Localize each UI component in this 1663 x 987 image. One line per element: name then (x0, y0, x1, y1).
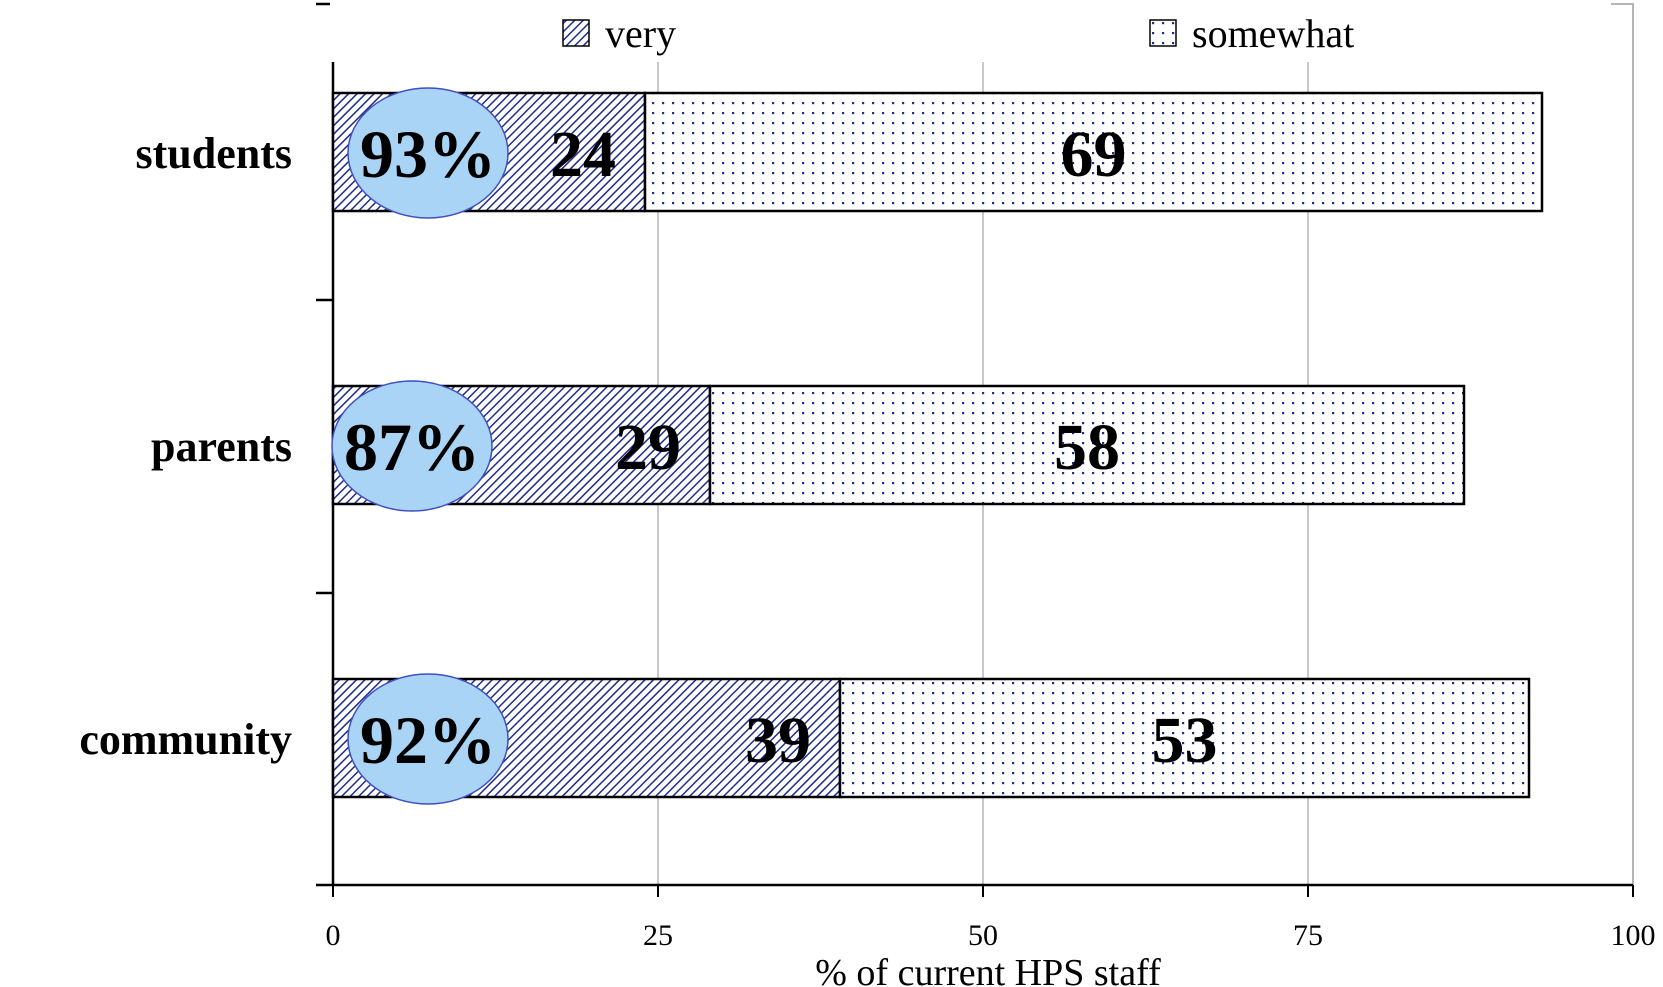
total-bubble (331, 380, 493, 512)
category-label: parents (151, 422, 292, 471)
category-label: community (79, 715, 292, 764)
x-tick-label: 100 (1611, 919, 1656, 952)
bars (331, 87, 1544, 805)
x-tick-label: 25 (643, 919, 673, 952)
legend-label: very (605, 11, 676, 56)
x-tick-label: 50 (968, 919, 998, 952)
legend: very somewhat (562, 11, 1354, 56)
total-label: 87% (344, 409, 480, 485)
x-tick-label: 75 (1293, 919, 1323, 952)
x-tick-label: 0 (326, 919, 341, 952)
x-axis-label: % of current HPS staff (815, 952, 1161, 987)
plot-frame (1611, 3, 1634, 885)
data-label: 53 (1152, 704, 1218, 777)
bar-somewhat-students (643, 91, 1544, 213)
legend-swatch-very (562, 19, 590, 47)
total-label: 93% (360, 116, 496, 192)
data-label: 58 (1054, 411, 1120, 484)
total-bubble (347, 673, 509, 805)
labels: 0 25 50 75 100 % of current HPS staff students… (79, 116, 1655, 987)
data-label: 29 (615, 411, 681, 484)
bar-somewhat-community (838, 677, 1531, 799)
data-label: 69 (1061, 118, 1127, 191)
data-label: 24 (550, 118, 616, 191)
category-label: students (136, 129, 293, 178)
data-label: 39 (745, 704, 811, 777)
legend-swatch-somewhat (1149, 19, 1177, 47)
total-bubble (347, 87, 509, 219)
legend-label: somewhat (1192, 11, 1354, 56)
total-label: 92% (360, 702, 496, 778)
bar-somewhat-parents (708, 384, 1466, 506)
